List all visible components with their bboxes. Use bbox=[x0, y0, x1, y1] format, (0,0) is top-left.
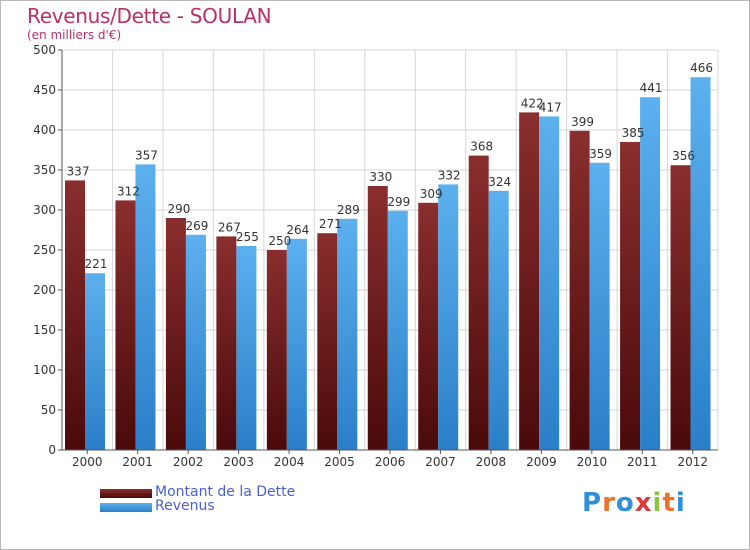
bar-dette bbox=[165, 218, 186, 450]
logo-letter: r bbox=[602, 488, 616, 518]
bar-revenus bbox=[438, 184, 459, 450]
bar-dette bbox=[367, 186, 388, 450]
y-tick-label: 150 bbox=[33, 323, 56, 337]
bar-dette bbox=[317, 233, 338, 450]
logo-letter: o bbox=[615, 488, 635, 518]
bar-dette bbox=[468, 155, 489, 450]
legend-swatch-revenus bbox=[100, 503, 152, 512]
bar-dette bbox=[266, 250, 287, 450]
axes: 0 50 100 150 200 250 300 350 400 450 500 2000 2001 20… bbox=[33, 43, 718, 469]
value-label-dette: 312 bbox=[117, 184, 140, 198]
bar-revenus bbox=[135, 164, 156, 450]
bar-dette bbox=[115, 200, 136, 450]
bar-dette bbox=[65, 180, 85, 450]
proxiti-logo: Proxiti bbox=[582, 488, 686, 518]
bar-dette bbox=[418, 202, 439, 450]
value-label-dette: 271 bbox=[319, 217, 342, 231]
x-tick-label: 2006 bbox=[375, 455, 406, 469]
value-label-revenus: 269 bbox=[185, 219, 208, 233]
value-label-dette: 290 bbox=[167, 202, 190, 216]
value-label-revenus: 441 bbox=[640, 81, 663, 95]
bar-revenus bbox=[539, 116, 560, 451]
y-tick-label: 250 bbox=[33, 243, 56, 257]
x-tick-label: 2000 bbox=[72, 455, 103, 469]
legend-label-dette: Montant de la Dette bbox=[155, 484, 296, 500]
bar-revenus bbox=[690, 77, 711, 450]
x-tick-label: 2004 bbox=[274, 455, 305, 469]
x-tick-label: 2012 bbox=[677, 455, 708, 469]
value-label-dette: 422 bbox=[521, 96, 544, 110]
value-label-revenus: 357 bbox=[135, 148, 158, 162]
logo-letter: x bbox=[634, 488, 653, 518]
value-label-revenus: 324 bbox=[488, 175, 511, 189]
bar-dette bbox=[670, 165, 691, 450]
chart-subtitle: (en milliers d'€) bbox=[27, 28, 122, 42]
x-tick-label: 2008 bbox=[476, 455, 507, 469]
legend-label-revenus: Revenus bbox=[155, 498, 215, 514]
value-label-dette: 337 bbox=[67, 164, 90, 178]
y-tick-label: 200 bbox=[33, 283, 56, 297]
value-label-revenus: 466 bbox=[690, 61, 713, 75]
value-label-revenus: 289 bbox=[337, 203, 360, 217]
value-label-revenus: 255 bbox=[236, 230, 259, 244]
value-label-dette: 385 bbox=[622, 126, 645, 140]
value-label-dette: 356 bbox=[672, 149, 695, 163]
logo-letter: P bbox=[582, 488, 603, 518]
bar-revenus bbox=[185, 234, 206, 450]
x-tick-label: 2003 bbox=[223, 455, 254, 469]
logo-letter: i bbox=[675, 488, 686, 518]
y-tick-label: 450 bbox=[33, 83, 56, 97]
bar-revenus bbox=[236, 246, 257, 450]
y-tick-label: 300 bbox=[33, 203, 56, 217]
x-tick-label: 2007 bbox=[425, 455, 456, 469]
bar-revenus bbox=[85, 273, 105, 450]
value-label-dette: 330 bbox=[369, 170, 392, 184]
y-tick-label: 350 bbox=[33, 163, 56, 177]
value-label-dette: 250 bbox=[268, 234, 291, 248]
bar-revenus bbox=[387, 210, 408, 450]
value-label-dette: 399 bbox=[571, 115, 594, 129]
logo-letter: t bbox=[662, 488, 676, 518]
x-tick-label: 2011 bbox=[627, 455, 658, 469]
x-tick-label: 2001 bbox=[122, 455, 153, 469]
bar-revenus bbox=[286, 238, 307, 450]
bar-revenus bbox=[337, 218, 358, 450]
value-label-revenus: 221 bbox=[85, 257, 108, 271]
bar-dette bbox=[620, 142, 641, 450]
bar-revenus bbox=[589, 162, 610, 451]
y-tick-label: 100 bbox=[33, 363, 56, 377]
chart-title: Revenus/Dette - SOULAN bbox=[27, 4, 272, 28]
y-tick-label: 400 bbox=[33, 123, 56, 137]
x-tick-label: 2009 bbox=[526, 455, 557, 469]
y-tick-label: 50 bbox=[41, 403, 56, 417]
logo-letter: i bbox=[652, 488, 663, 518]
value-label-revenus: 299 bbox=[387, 195, 410, 209]
bar-revenus bbox=[488, 190, 509, 451]
value-label-revenus: 332 bbox=[438, 168, 461, 182]
x-tick-label: 2002 bbox=[173, 455, 204, 469]
x-tick-label: 2010 bbox=[577, 455, 608, 469]
legend-swatch-dette bbox=[100, 489, 152, 498]
value-label-dette: 267 bbox=[218, 220, 241, 234]
value-label-dette: 368 bbox=[470, 140, 493, 154]
bar-dette bbox=[216, 236, 237, 450]
value-label-revenus: 264 bbox=[286, 223, 309, 237]
value-label-dette: 309 bbox=[420, 187, 443, 201]
bar-dette bbox=[519, 112, 540, 451]
x-tick-label: 2005 bbox=[324, 455, 355, 469]
bar-revenus bbox=[640, 97, 661, 450]
value-label-revenus: 359 bbox=[589, 147, 612, 161]
bar-dette bbox=[569, 130, 590, 451]
y-tick-label: 0 bbox=[48, 443, 56, 457]
value-label-revenus: 417 bbox=[539, 100, 562, 114]
bars bbox=[65, 77, 711, 451]
y-tick-label: 500 bbox=[33, 43, 56, 57]
